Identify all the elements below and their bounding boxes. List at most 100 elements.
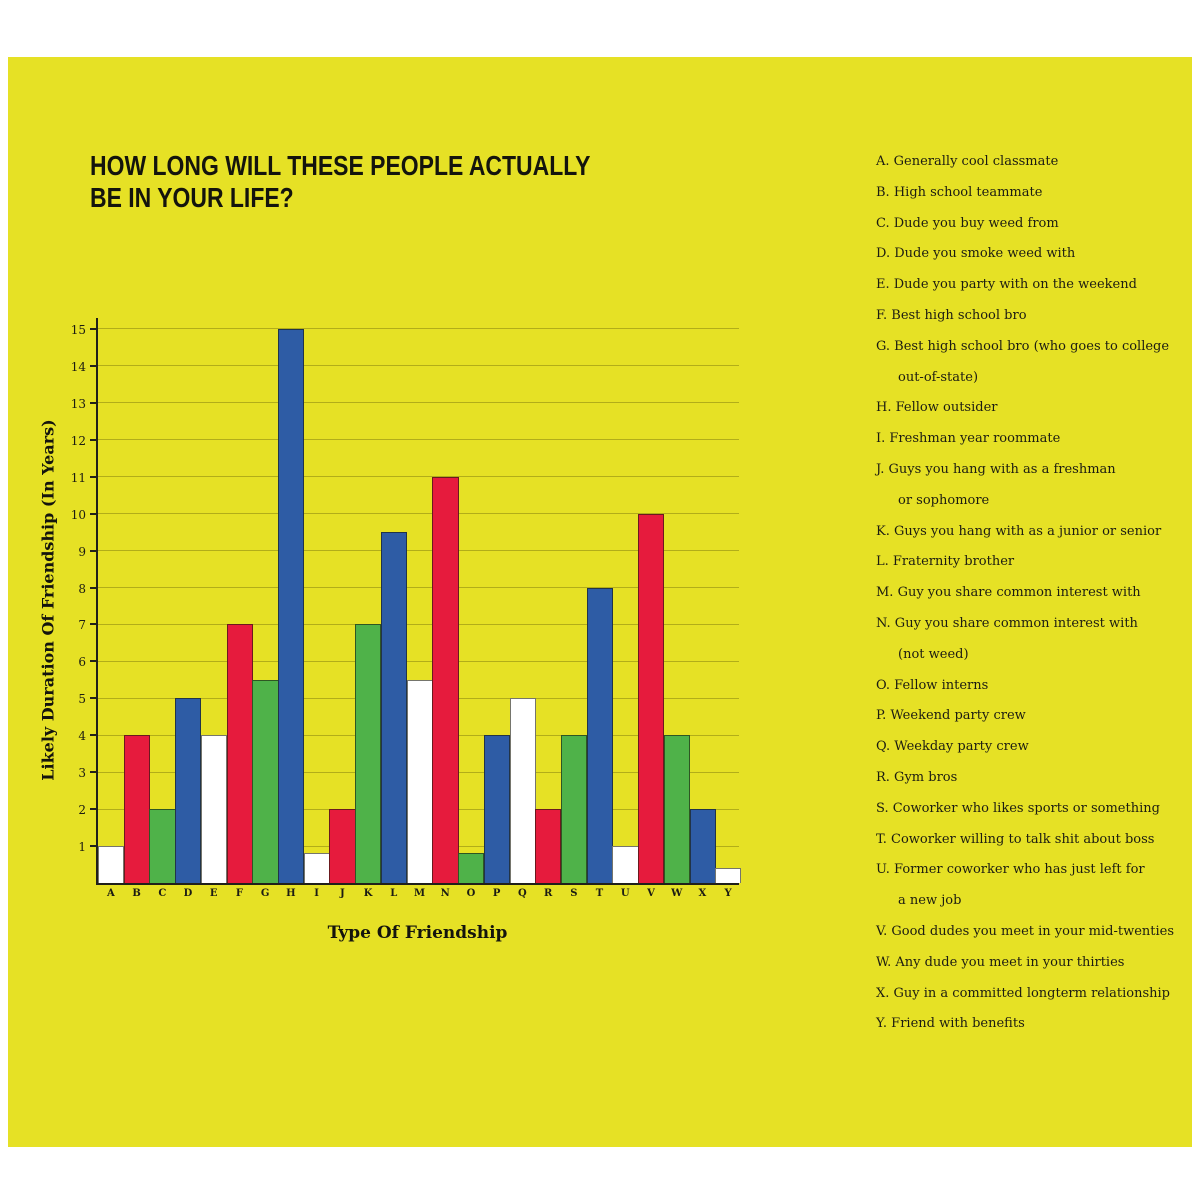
x-tick-label-Y: Y: [724, 888, 732, 899]
legend-item-U: U. Former coworker who has just left for…: [876, 855, 1178, 917]
legend-item-D: D. Dude you smoke weed with: [876, 239, 1178, 270]
y-tickmark-7: [90, 623, 98, 626]
x-tick-label-N: N: [440, 888, 450, 899]
y-tickmark-2: [90, 808, 98, 811]
legend-item-Y: Y. Friend with benefits: [876, 1009, 1178, 1040]
legend-item-Y-line-1: Y. Friend with benefits: [876, 1016, 1025, 1032]
bar-F: [226, 624, 253, 883]
legend-item-G-line-1: G. Best high school bro (who goes to col…: [876, 338, 1170, 354]
x-tick-label-K: K: [363, 888, 373, 899]
gridline-10: [98, 513, 739, 515]
legend-item-I-line-1: I. Freshman year roommate: [876, 431, 1061, 447]
legend-item-V: V. Good dudes you meet in your mid-twent…: [876, 917, 1178, 948]
legend-item-W-line-1: W. Any dude you meet in your thirties: [876, 954, 1125, 970]
gridline-8: [98, 587, 739, 588]
x-tick-label-S: S: [570, 888, 578, 899]
y-tick-label-13: 13: [70, 396, 86, 411]
legend-item-N-line-1: N. Guy you share common interest with: [876, 615, 1138, 631]
legend-item-X: X. Guy in a committed longterm relations…: [876, 979, 1178, 1010]
x-tick-label-R: R: [543, 888, 553, 899]
legend-item-S: S. Coworker who likes sports or somethin…: [876, 794, 1178, 825]
x-tick-label-I: I: [314, 888, 319, 899]
legend-item-O: O. Fellow interns: [876, 671, 1178, 702]
gridline-7: [98, 623, 739, 625]
legend-item-N: N. Guy you share common interest with (no…: [876, 609, 1178, 671]
legend-item-X-line-1: X. Guy in a committed longterm relations…: [876, 985, 1171, 1001]
x-tick-label-Q: Q: [518, 888, 527, 899]
x-tick-label-G: G: [260, 888, 270, 899]
legend-item-Q: Q. Weekday party crew: [876, 732, 1178, 763]
bar-V: [638, 513, 665, 883]
y-tickmark-6: [90, 660, 98, 663]
legend-item-A: A. Generally cool classmate: [876, 147, 1178, 178]
page-title: HOW LONG WILL THESE PEOPLE ACTUALLY BE I…: [90, 150, 590, 214]
y-tick-label-3: 3: [78, 766, 86, 781]
legend-item-R: R. Gym bros: [876, 763, 1178, 794]
x-tick-label-O: O: [466, 888, 476, 899]
legend-item-J-line-1: J. Guys you hang with as a freshman: [876, 461, 1116, 477]
legend-item-C: C. Dude you buy weed from: [876, 209, 1178, 240]
legend-item-O-line-1: O. Fellow interns: [876, 677, 989, 693]
legend-item-L-line-1: L. Fraternity brother: [876, 554, 1015, 570]
legend-item-J-line-2: or sophomore: [898, 492, 990, 508]
y-tickmark-4: [90, 734, 98, 737]
x-tick-label-E: E: [209, 888, 218, 899]
legend-item-P: P. Weekend party crew: [876, 701, 1178, 732]
legend-item-G-line-2: out-of-state): [898, 369, 979, 385]
x-tick-label-W: W: [671, 888, 683, 899]
legend-item-U-line-1: U. Former coworker who has just left for: [876, 862, 1145, 878]
x-axis-title: Type Of Friendship: [327, 923, 508, 943]
y-tickmark-13: [90, 401, 98, 404]
x-tick-label-V: V: [647, 888, 655, 899]
y-tickmark-11: [90, 475, 98, 478]
legend-item-A-line-1: A. Generally cool classmate: [876, 154, 1059, 169]
y-tick-label-7: 7: [78, 618, 86, 633]
y-tickmark-14: [90, 364, 98, 367]
page-title-line-1: HOW LONG WILL THESE PEOPLE ACTUALLY: [90, 150, 591, 181]
gridline-12: [98, 439, 739, 441]
x-tick-label-P: P: [492, 888, 501, 899]
legend-item-T-line-1: T. Coworker willing to talk shit about b…: [876, 831, 1155, 847]
y-tick-label-6: 6: [78, 655, 86, 670]
y-tickmark-8: [90, 586, 98, 589]
x-tick-label-L: L: [390, 888, 398, 899]
bar-C: [149, 809, 176, 883]
legend-item-C-line-1: C. Dude you buy weed from: [876, 215, 1059, 231]
y-tickmark-12: [90, 438, 98, 441]
poster-background: HOW LONG WILL THESE PEOPLE ACTUALLY BE I…: [8, 57, 1192, 1147]
x-tick-label-C: C: [158, 888, 167, 899]
bar-K: [355, 624, 382, 883]
bar-L: [380, 532, 408, 883]
gridline-6: [98, 660, 739, 662]
legend-item-W: W. Any dude you meet in your thirties: [876, 948, 1178, 979]
legend-item-U-line-2: a new job: [898, 893, 962, 909]
legend-item-K-line-1: K. Guys you hang with as a junior or sen…: [876, 523, 1162, 539]
legend-item-P-line-1: P. Weekend party crew: [876, 708, 1026, 724]
legend-item-E-line-1: E. Dude you party with on the weekend: [876, 277, 1137, 293]
legend-item-F-line-1: F. Best high school bro: [876, 307, 1027, 323]
bar-Q: [509, 698, 536, 883]
legend-item-M-line-1: M. Guy you share common interest with: [876, 585, 1141, 601]
x-tick-label-T: T: [595, 888, 604, 899]
legend-item-D-line-1: D. Dude you smoke weed with: [876, 246, 1076, 262]
legend-item-G: G. Best high school bro (who goes to col…: [876, 332, 1178, 394]
y-tick-label-9: 9: [78, 544, 86, 559]
legend-item-N-line-2: (not weed): [898, 646, 969, 662]
bar-J: [329, 809, 356, 883]
legend-item-H-line-1: H. Fellow outsider: [876, 400, 998, 416]
y-tick-label-10: 10: [70, 507, 86, 522]
x-tick-label-U: U: [620, 888, 630, 899]
legend-item-R-line-1: R. Gym bros: [876, 769, 958, 785]
legend-item-H: H. Fellow outsider: [876, 393, 1178, 424]
gridline-14: [98, 365, 739, 367]
bar-D: [175, 698, 202, 883]
bar-N: [432, 476, 459, 883]
x-tick-label-D: D: [183, 888, 193, 899]
y-tick-label-5: 5: [78, 692, 86, 707]
gridline-11: [98, 476, 739, 478]
bar-I: [303, 853, 330, 883]
legend-item-B: B. High school teammate: [876, 178, 1178, 209]
legend-item-B-line-1: B. High school teammate: [876, 184, 1043, 200]
y-tickmark-3: [90, 771, 98, 774]
y-tick-label-8: 8: [78, 581, 86, 596]
